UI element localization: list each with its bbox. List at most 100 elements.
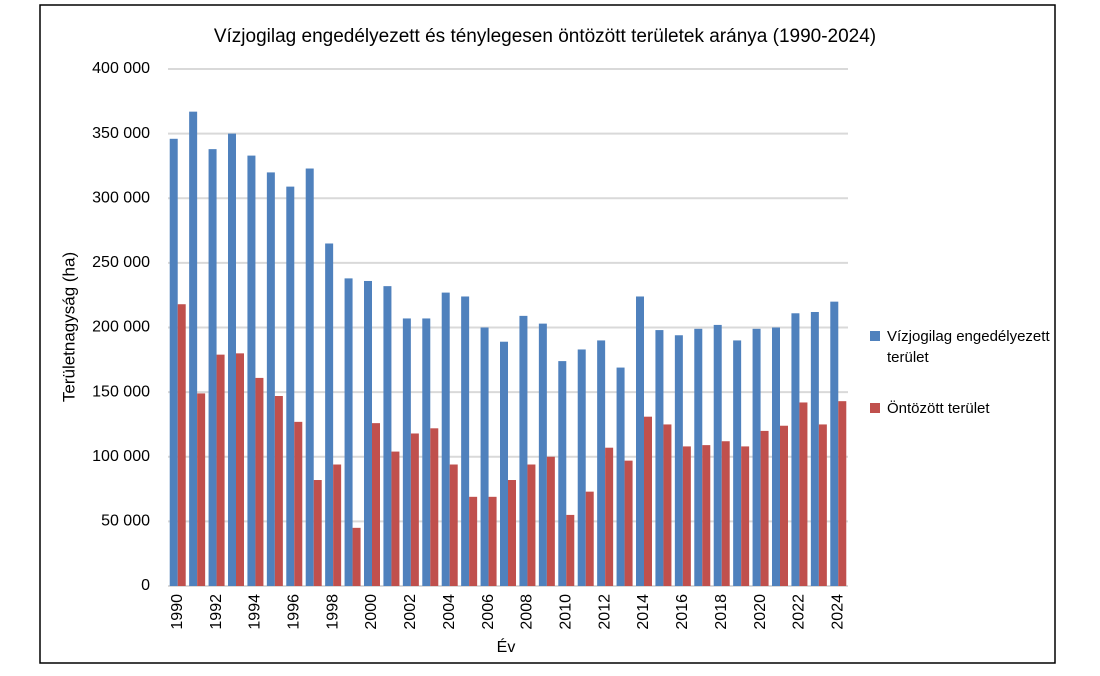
bar: [597, 340, 606, 586]
x-tick-label: 1994: [247, 594, 264, 630]
bar: [208, 149, 217, 586]
x-tick-label: 2000: [363, 594, 380, 630]
bar: [605, 447, 614, 586]
bar: [364, 280, 372, 586]
bar: [500, 341, 508, 586]
x-tick-label: 2014: [635, 594, 652, 630]
bar: [344, 278, 353, 586]
legend-swatch: [870, 331, 880, 341]
bar: [760, 430, 769, 586]
bar: [818, 424, 827, 586]
legend-item: Vízjogilag engedélyezett terület: [870, 326, 1050, 368]
bar: [616, 367, 625, 586]
x-tick-label: 1992: [208, 594, 225, 630]
bar: [702, 445, 711, 586]
bar: [655, 330, 664, 586]
bar: [325, 243, 334, 587]
bar: [216, 354, 225, 586]
x-tick-label: 2010: [558, 594, 575, 630]
x-tick-label: 2020: [752, 594, 769, 630]
bar: [449, 464, 458, 586]
bar: [527, 464, 536, 586]
bar: [266, 172, 275, 586]
bar: [286, 186, 295, 586]
bar: [228, 133, 236, 586]
bar: [663, 424, 672, 586]
bar: [733, 340, 742, 586]
bar: [391, 451, 400, 586]
y-tick-label: 0: [141, 577, 150, 594]
x-tick-label: 1990: [169, 594, 186, 630]
bar: [772, 327, 780, 586]
bar: [333, 464, 342, 586]
x-tick-label: 2012: [596, 594, 613, 630]
bar: [830, 301, 839, 586]
y-tick-label: 350 000: [92, 125, 150, 142]
bar: [636, 296, 644, 586]
bar: [247, 155, 256, 586]
bar: [305, 168, 314, 586]
bar: [197, 393, 206, 586]
bar: [799, 402, 808, 586]
x-tick-label: 2022: [791, 594, 808, 630]
bar: [538, 323, 547, 586]
bar: [838, 401, 847, 586]
bar: [441, 292, 450, 586]
bar: [461, 296, 470, 586]
y-tick-label: 100 000: [92, 448, 150, 465]
y-tick-label: 250 000: [92, 254, 150, 271]
bar: [585, 491, 594, 586]
bar: [752, 328, 761, 586]
bar: [577, 349, 586, 586]
x-tick-label: 2016: [674, 594, 691, 630]
legend: Vízjogilag engedélyezett terület Öntözött…: [870, 326, 1050, 449]
bar: [236, 353, 244, 586]
x-tick-label: 1996: [286, 594, 303, 630]
bar: [721, 441, 730, 586]
bar: [694, 328, 703, 586]
x-tick-label: 2024: [830, 594, 847, 630]
bar: [791, 313, 800, 586]
bar: [469, 496, 478, 586]
bar: [383, 286, 392, 586]
y-tick-label: 200 000: [92, 319, 150, 336]
legend-label: Vízjogilag engedélyezett terület: [887, 328, 1050, 366]
bar: [274, 396, 283, 586]
bar: [294, 421, 303, 586]
bar: [558, 361, 567, 586]
bar: [508, 480, 516, 586]
legend-item: Öntözött terület: [870, 398, 1050, 419]
bar: [674, 335, 683, 586]
y-tick-label: 300 000: [92, 189, 150, 206]
bar: [644, 416, 652, 586]
bar: [410, 433, 419, 586]
y-tick-label: 400 000: [92, 60, 150, 77]
x-tick-label: 2002: [402, 594, 419, 630]
bar: [169, 138, 178, 587]
bar: [255, 377, 264, 586]
bar: [480, 327, 489, 586]
x-tick-label: 2006: [480, 594, 497, 630]
legend-swatch: [870, 403, 880, 413]
bar: [624, 460, 633, 586]
bar: [189, 111, 198, 586]
bar: [488, 496, 497, 586]
x-tick-label: 2018: [713, 594, 730, 630]
bar: [372, 423, 380, 586]
bar: [810, 311, 819, 586]
y-tick-label: 50 000: [101, 513, 150, 530]
bar: [422, 318, 431, 586]
bar: [177, 304, 186, 586]
bar: [682, 446, 691, 586]
x-tick-label: 1998: [324, 594, 341, 630]
bar: [352, 527, 361, 586]
bar: [402, 318, 411, 586]
chart-title: Vízjogilag engedélyezett és ténylegesen …: [214, 26, 876, 47]
x-tick-label: 2004: [441, 594, 458, 630]
bar: [741, 446, 750, 586]
bar: [780, 425, 788, 586]
bar: [313, 480, 322, 586]
bar: [519, 315, 528, 586]
